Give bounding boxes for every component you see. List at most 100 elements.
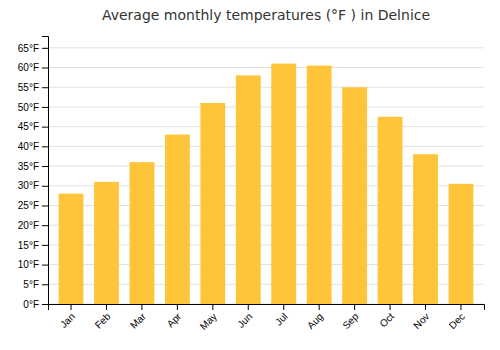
grid [48, 48, 484, 304]
y-tick-label: 60°F [18, 62, 39, 73]
bar [236, 75, 261, 304]
y-tick: 20°F [18, 220, 48, 231]
x-tick: Apr [165, 304, 184, 330]
bar [307, 66, 332, 304]
bar [378, 117, 403, 304]
y-tick-mark [42, 186, 48, 187]
x-tick-mark [141, 304, 142, 310]
bar [130, 162, 155, 304]
y-tick-label: 45°F [18, 121, 39, 132]
y-tick: 0°F [23, 299, 48, 310]
bar [449, 184, 474, 304]
y-tick-mark [42, 146, 48, 147]
x-tick-label: May [198, 311, 219, 332]
y-tick-mark [42, 107, 48, 108]
y-tick-label: 10°F [18, 259, 39, 270]
y-tick-mark [42, 127, 48, 128]
x-tick: Feb [93, 304, 113, 331]
bar [94, 182, 119, 304]
x-tick-mark [71, 304, 72, 310]
y-tick-label: 20°F [18, 220, 39, 231]
bar [165, 135, 190, 304]
x-axis-line [49, 305, 485, 311]
grid-line [48, 47, 484, 48]
grid-line [48, 126, 484, 127]
chart-svg: 0°F 5°F 10°F 15°F 20°F 25°F 30°F 35°F 40°F 45°F 50… [0, 0, 500, 350]
y-tick-label: 65°F [18, 43, 39, 54]
x-tick: Jul [273, 304, 290, 328]
x-tick: Jun [235, 304, 254, 330]
y-tick: 30°F [18, 180, 48, 191]
y-axis: 0°F 5°F 10°F 15°F 20°F 25°F 30°F 35°F 40°F 45°F 50… [18, 37, 49, 310]
x-tick-mark [460, 304, 461, 310]
y-tick-mark [42, 245, 48, 246]
y-tick-label: 25°F [18, 200, 39, 211]
y-tick-mark [42, 265, 48, 266]
grid-line [48, 67, 484, 68]
x-tick: Nov [411, 304, 431, 331]
y-tick: 50°F [18, 102, 48, 113]
x-tick: Sep [340, 304, 361, 331]
y-tick-label: 0°F [23, 299, 39, 310]
y-tick-mark [42, 205, 48, 206]
y-tick-mark [42, 48, 48, 49]
bar [59, 194, 84, 304]
grid-line [48, 87, 484, 88]
x-tick-mark [390, 304, 391, 310]
y-tick-label: 15°F [18, 240, 39, 251]
y-tick-label: 35°F [18, 161, 39, 172]
grid-line [48, 106, 484, 107]
y-tick: 55°F [18, 82, 48, 93]
y-tick: 35°F [18, 161, 48, 172]
y-tick: 5°F [23, 279, 48, 290]
x-tick: Aug [305, 304, 325, 331]
x-tick-mark [283, 304, 284, 310]
x-tick-mark [248, 304, 249, 310]
x-tick: May [198, 304, 219, 332]
x-tick-label: Mar [128, 310, 148, 330]
y-tick: 65°F [18, 43, 48, 54]
y-tick-label: 55°F [18, 82, 39, 93]
grid-line [48, 146, 484, 147]
bar [200, 103, 225, 304]
x-tick-label: Jan [58, 311, 77, 330]
x-tick-mark [177, 304, 178, 310]
x-tick: Jan [58, 304, 77, 330]
x-tick-label: Sep [340, 310, 361, 331]
bar [342, 87, 367, 304]
y-tick-label: 5°F [23, 279, 39, 290]
x-tick-label: Jun [235, 311, 254, 330]
x-tick-label: Aug [305, 311, 325, 331]
y-tick-label: 40°F [18, 141, 39, 152]
x-tick-mark [425, 304, 426, 310]
y-tick-mark [42, 166, 48, 167]
x-tick-label: Nov [411, 311, 431, 331]
x-tick-label: Apr [165, 310, 184, 329]
y-tick-mark [42, 284, 48, 285]
y-tick-mark [42, 304, 48, 305]
y-tick: 15°F [18, 240, 48, 251]
x-tick-mark [319, 304, 320, 310]
y-tick-label: 50°F [18, 102, 39, 113]
x-tick-label: Feb [93, 310, 113, 330]
y-axis-line [42, 37, 49, 305]
plot: 0°F 5°F 10°F 15°F 20°F 25°F 30°F 35°F 40°F 45°F 50… [18, 37, 485, 332]
bar [413, 154, 438, 304]
y-tick: 40°F [18, 141, 48, 152]
x-tick-label: Oct [377, 311, 396, 330]
x-tick-mark [106, 304, 107, 310]
y-tick: 10°F [18, 259, 48, 270]
bar [271, 64, 296, 304]
x-axis: Jan Feb Mar Apr May Jun Jul Aug Sep Oct Nov Dec [49, 304, 485, 332]
x-tick-label: Jul [273, 311, 290, 328]
x-tick: Dec [447, 304, 467, 331]
y-tick: 45°F [18, 121, 48, 132]
x-tick-mark [354, 304, 355, 310]
x-tick: Mar [128, 304, 148, 331]
y-tick-label: 30°F [18, 180, 39, 191]
y-tick-mark [42, 87, 48, 88]
title: Average monthly temperatures (°F ) in De… [102, 7, 430, 23]
x-tick-label: Dec [447, 311, 467, 331]
x-tick-mark [212, 304, 213, 310]
y-tick: 25°F [18, 200, 48, 211]
